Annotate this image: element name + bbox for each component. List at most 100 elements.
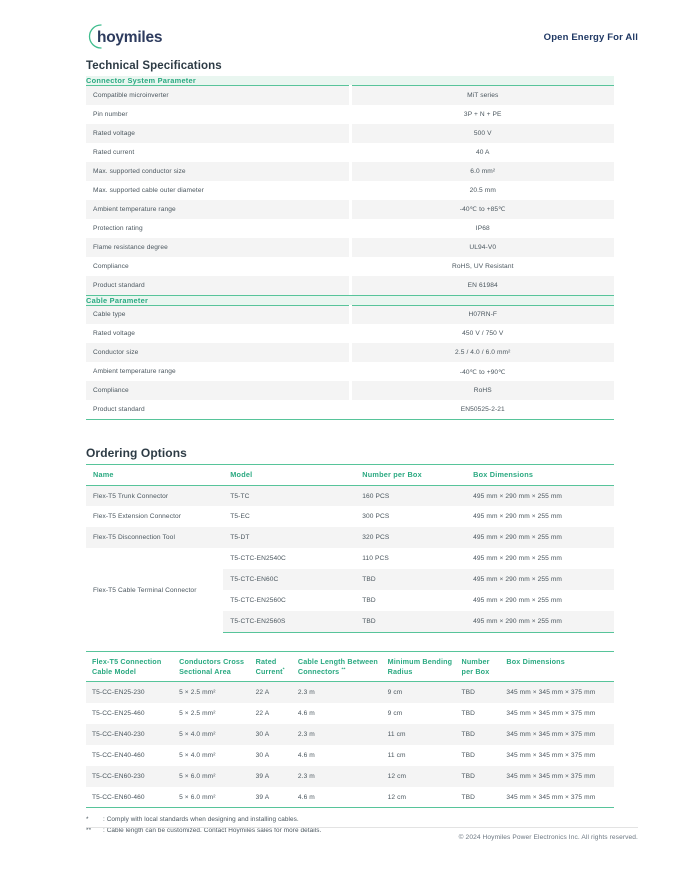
hoymiles-logo: hoymiles [86, 22, 182, 52]
cell-per-box: TBD [455, 744, 501, 766]
cell-current: 39 A [249, 786, 292, 809]
cell-current: 22 A [249, 702, 292, 724]
column-header-cable-model: Flex-T5 Connection Cable Model [86, 650, 174, 683]
spec-value: RoHS, UV Resistant [350, 256, 614, 276]
cell-name: Flex-T5 Extension Connector [86, 506, 224, 528]
footnote-item: * : Comply with local standards when des… [86, 814, 614, 825]
footnote-marker: ** [86, 827, 92, 835]
document-header: hoymiles Open Energy For All [0, 0, 700, 52]
spec-group-divider [86, 294, 614, 296]
cell-dimensions: 345 mm × 345 mm × 375 mm [500, 765, 614, 787]
page-title-ordering-options: Ordering Options [86, 446, 187, 460]
spec-key: Product standard [86, 400, 352, 419]
table-row: T5-CTC-EN2560S TBD 495 mm × 290 mm × 255… [86, 611, 614, 633]
table-row: Flex-T5 Cable Terminal Connector T5-CTC-… [86, 548, 614, 633]
spec-key: Flame resistance degree [86, 237, 352, 257]
table-row: Product standard EN50525-2-21 [86, 400, 614, 419]
cell-model: T5-CC-EN25-230 [86, 681, 174, 703]
cell-current: 39 A [249, 765, 292, 787]
spec-key: Compliance [86, 256, 352, 276]
table-row: Rated voltage 450 V / 750 V [86, 324, 614, 343]
cell-per-box: 160 PCS [355, 485, 467, 507]
column-header-cable-length: Cable Length Between Connectors ** [291, 650, 382, 683]
cell-dimensions: 495 mm × 290 mm × 255 mm [466, 569, 614, 591]
spec-value: 40 A [350, 142, 614, 162]
spec-key: Product standard [86, 275, 352, 295]
cell-current: 22 A [249, 681, 292, 703]
table-row: Pin number 3P + N + PE [86, 104, 614, 124]
spec-value: -40℃ to +85℃ [350, 199, 614, 219]
cell-length: 2.3 m [291, 765, 382, 787]
cell-model: T5-DT [223, 527, 356, 549]
spec-value: MiT series [350, 85, 614, 105]
spec-value: H07RN-F [350, 305, 614, 324]
cell-per-box: TBD [455, 702, 501, 724]
cell-model: T5-CTC-EN60C [223, 569, 356, 591]
column-header-model: Model [223, 464, 356, 486]
cell-dimensions: 495 mm × 290 mm × 255 mm [466, 485, 614, 507]
table-row: T5-CC-EN60-230 5 × 6.0 mm² 39 A 2.3 m 12… [86, 765, 614, 787]
cell-dimensions: 345 mm × 345 mm × 375 mm [500, 786, 614, 809]
table-row: Flex-T5 Trunk Connector T5-TC 160 PCS 49… [86, 485, 614, 507]
column-header-box-dimensions: Box Dimensions [466, 464, 614, 486]
cell-dimensions: 495 mm × 290 mm × 255 mm [466, 590, 614, 612]
spec-group-header: Connector System Parameter [86, 76, 614, 86]
cell-per-box: TBD [455, 765, 501, 787]
spec-key: Compliance [86, 381, 352, 400]
footnote-text: : Cable length can be customized. Contac… [103, 827, 322, 835]
page-footer: © 2024 Hoymiles Power Electronics Inc. A… [86, 827, 638, 841]
cell-length: 2.3 m [291, 681, 382, 703]
column-header-bending-radius: Minimum Bending Radius [381, 650, 456, 683]
table-row: T5-CC-EN40-230 5 × 4.0 mm² 30 A 2.3 m 11… [86, 723, 614, 745]
cell-model: T5-CC-EN60-230 [86, 765, 174, 787]
spec-value: 20.5 mm [350, 180, 614, 200]
cell-per-box: 300 PCS [355, 506, 467, 528]
cell-dimensions: 495 mm × 290 mm × 255 mm [466, 506, 614, 528]
page-title-technical-specifications: Technical Specifications [86, 60, 222, 72]
cell-radius: 11 cm [381, 723, 456, 745]
table-row: Flex-T5 Extension Connector T5-EC 300 PC… [86, 506, 614, 528]
cell-model: T5-CTC-EN2560S [223, 611, 356, 633]
cell-area: 5 × 4.0 mm² [173, 744, 250, 766]
cell-length: 4.6 m [291, 744, 382, 766]
spec-key: Ambient temperature range [86, 362, 352, 381]
cell-dimensions: 495 mm × 290 mm × 255 mm [466, 548, 614, 570]
cell-model: T5-CC-EN40-460 [86, 744, 174, 766]
cell-radius: 9 cm [381, 702, 456, 724]
table-row: Ambient temperature range -40℃ to +85℃ [86, 199, 614, 219]
spec-key: Cable type [86, 305, 352, 324]
table-row: Product standard EN 61984 [86, 275, 614, 295]
spec-key: Pin number [86, 104, 352, 124]
column-header-rated-current: Rated Current* [249, 650, 292, 683]
table-row: Ambient temperature range -40℃ to +90℃ [86, 362, 614, 381]
ordering-table-connection-cable: Flex-T5 Connection Cable Model Conductor… [86, 650, 614, 809]
footnote-item: ** : Cable length can be customized. Con… [86, 825, 614, 836]
footnote-marker-double: ** [341, 667, 346, 673]
spec-value: 3P + N + PE [350, 104, 614, 124]
column-header-cross-sectional-area: Conductors Cross Sectional Area [173, 650, 250, 683]
cell-model: T5-CC-EN60-460 [86, 786, 174, 809]
cell-name: Flex-T5 Trunk Connector [86, 485, 224, 507]
cell-area: 5 × 6.0 mm² [173, 765, 250, 787]
table-row: Protection rating IP68 [86, 218, 614, 238]
tagline: Open Energy For All [543, 31, 638, 43]
cell-length: 4.6 m [291, 786, 382, 809]
table-row: Rated current 40 A [86, 142, 614, 162]
column-header-number-per-box: Number per Box [455, 650, 501, 683]
spec-key: Conductor size [86, 343, 352, 362]
spec-table: Connector System Parameter Compatible mi… [86, 76, 614, 420]
column-header-number-per-box: Number per Box [355, 464, 467, 486]
cell-model: T5-CTC-EN2540C [223, 548, 356, 570]
table-row: Conductor size 2.5 / 4.0 / 6.0 mm² [86, 343, 614, 362]
cell-per-box: TBD [355, 590, 467, 612]
footnote-marker-single: * [282, 667, 285, 673]
cell-area: 5 × 6.0 mm² [173, 786, 250, 809]
table-row: T5-CTC-EN60C TBD 495 mm × 290 mm × 255 m… [86, 569, 614, 591]
cell-per-box: TBD [455, 681, 501, 703]
cell-name-grouped: Flex-T5 Cable Terminal Connector [86, 548, 224, 633]
spec-key: Compatible microinverter [86, 85, 352, 105]
table-row: Flex-T5 Disconnection Tool T5-DT 320 PCS… [86, 527, 614, 549]
spec-group-header: Cable Parameter [86, 295, 614, 306]
cell-model: T5-TC [223, 485, 356, 507]
